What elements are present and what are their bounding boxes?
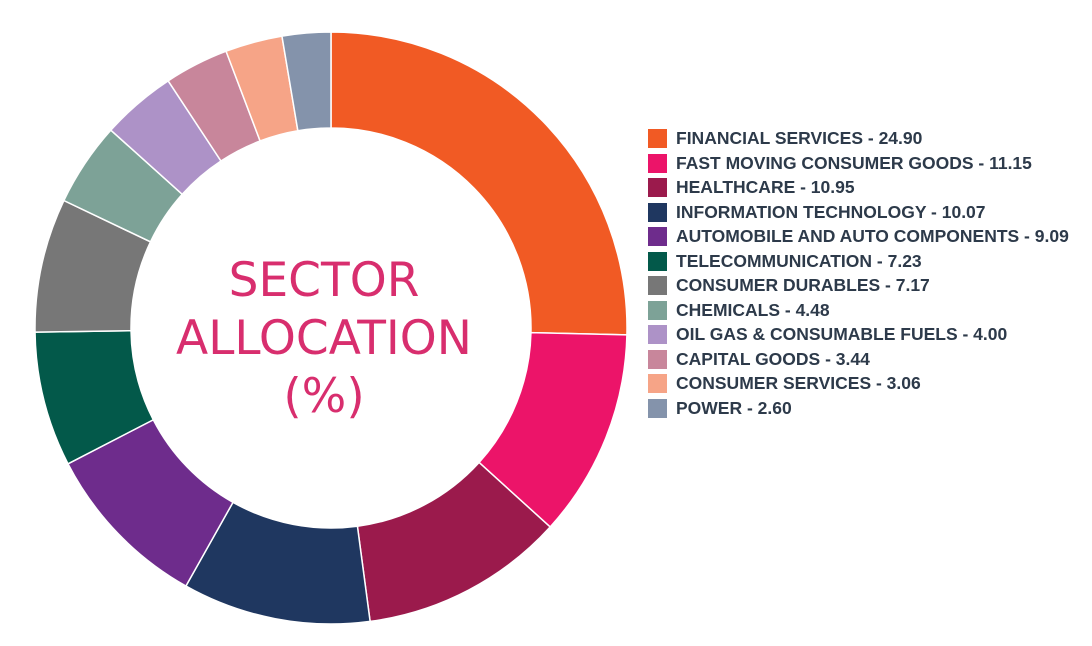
legend-label: CONSUMER SERVICES - 3.06 [676,373,921,393]
legend-label: FINANCIAL SERVICES - 24.90 [676,128,923,148]
legend-swatch [648,300,667,320]
legend-swatch [648,276,667,295]
chart-title-line-2: ALLOCATION [176,311,472,366]
legend-swatch [648,129,667,148]
legend-label: AUTOMOBILE AND AUTO COMPONENTS - 9.09 [676,226,1069,246]
legend-label: HEALTHCARE - 10.95 [676,177,855,197]
legend-swatch [648,202,667,222]
pie-slice-1 [330,31,628,336]
legend-label: TELECOMMUNICATION - 7.23 [676,250,922,271]
chart-title: SECTOR ALLOCATION (%) [154,252,494,426]
legend-label: OIL GAS & CONSUMABLE FUELS - 4.00 [676,324,1008,344]
legend-item: AUTOMOBILE AND AUTO COMPONENTS - 9.09 [648,224,1088,249]
legend-swatch [648,227,667,246]
legend-swatch [648,325,667,344]
legend-label: CHEMICALS - 4.48 [676,299,830,320]
legend-item: HEALTHCARE - 10.95 [648,175,1088,200]
legend-label: INFORMATION TECHNOLOGY - 10.07 [676,201,986,222]
legend-swatch [648,178,667,197]
legend-item: OIL GAS & CONSUMABLE FUELS - 4.00 [648,322,1088,347]
legend-swatch [648,349,667,369]
pie-slice-12 [281,31,332,132]
legend-swatch [648,153,667,173]
legend-label: CONSUMER DURABLES - 7.17 [676,275,930,295]
legend-swatch [648,398,667,418]
legend-label: FAST MOVING CONSUMER GOODS - 11.15 [676,152,1032,173]
legend-item: INFORMATION TECHNOLOGY - 10.07 [648,200,1088,225]
legend-label: POWER - 2.60 [676,397,792,418]
chart-title-line-3: (%) [283,369,365,424]
legend-swatch [648,374,667,393]
legend-item: CAPITAL GOODS - 3.44 [648,347,1088,372]
donut-chart [34,31,628,625]
legend-item: CONSUMER SERVICES - 3.06 [648,371,1088,396]
legend-item: CONSUMER DURABLES - 7.17 [648,273,1088,298]
legend-label: CAPITAL GOODS - 3.44 [676,348,870,369]
chart-title-line-1: SECTOR [228,253,420,308]
legend-item: POWER - 2.60 [648,396,1088,421]
legend-item: CHEMICALS - 4.48 [648,298,1088,323]
chart-legend: FINANCIAL SERVICES - 24.90 FAST MOVING CO… [648,126,1088,420]
legend-item: FINANCIAL SERVICES - 24.90 [648,126,1088,151]
legend-swatch [648,251,667,271]
legend-item: FAST MOVING CONSUMER GOODS - 11.15 [648,151,1088,176]
legend-item: TELECOMMUNICATION - 7.23 [648,249,1088,274]
